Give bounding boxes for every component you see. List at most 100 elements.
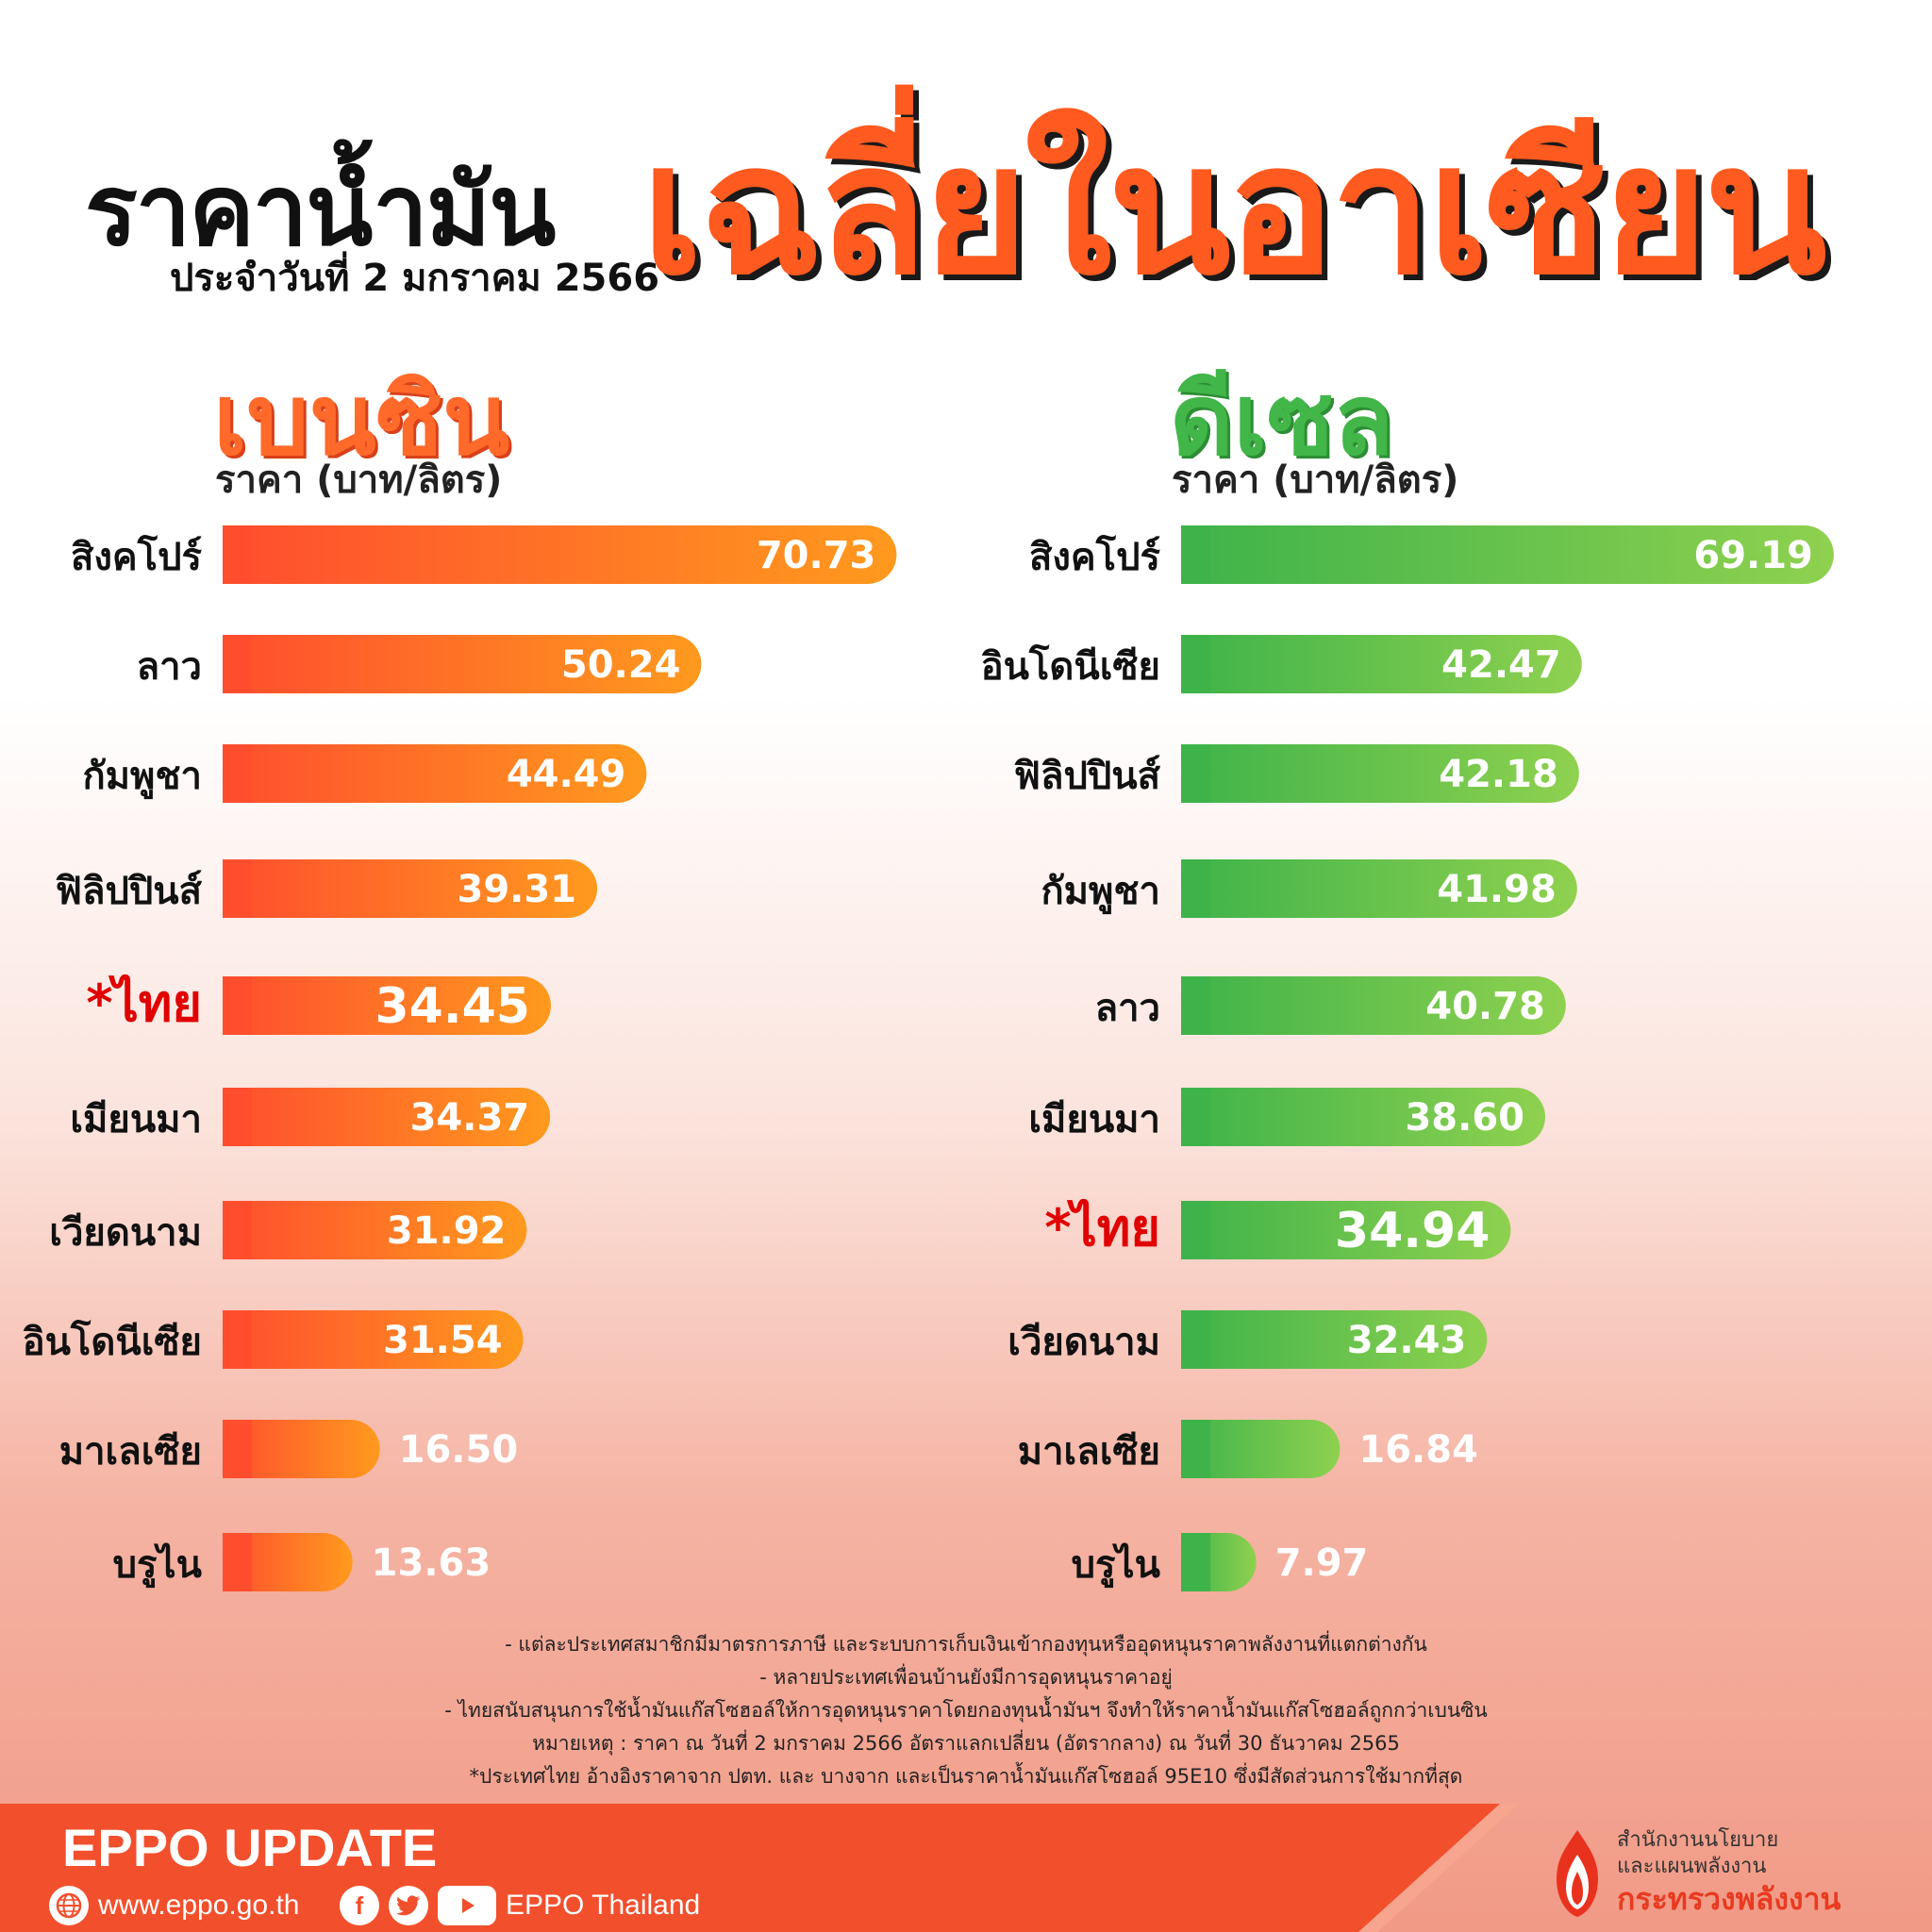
category-label: เวียดนาม [1008, 1321, 1160, 1364]
bar [1181, 1088, 1545, 1146]
bar [1181, 1201, 1511, 1259]
category-label: ฟิลิปปินส์ [1014, 755, 1161, 798]
bar [1181, 1420, 1341, 1478]
diesel-chart-title: ดีเซล [1170, 362, 1394, 477]
org-line3: กระทรวงพลังงาน [1617, 1881, 1841, 1917]
bar-left-edge [223, 635, 252, 693]
category-label: มาเลเซีย [59, 1430, 202, 1474]
diesel-chart: สิงคโปร์ 69.19 อินโดนีเซีย 42.47 ฟิลิปปินส์ 4… [981, 525, 1834, 1591]
petrol-chart: สิงคโปร์ 70.73 ลาว 50.24 กัมพูชา 44.49 ฟิลิปปิ… [23, 525, 897, 1591]
bar [223, 1310, 524, 1369]
category-label: อินโดนีเซีย [23, 1320, 202, 1364]
value-label: 41.98 [1437, 868, 1557, 911]
bar [223, 1533, 353, 1591]
bar-left-edge [1181, 976, 1210, 1035]
value-label: 13.63 [372, 1541, 491, 1585]
bar-left-edge [1181, 1533, 1210, 1591]
value-label: 7.97 [1275, 1541, 1369, 1585]
bar-left-edge [1181, 635, 1210, 693]
bar-left-edge [223, 1201, 252, 1259]
note-line: - ไทยสนับสนุนการใช้น้ำมันแก๊สโซฮอล์ให้กา… [444, 1699, 1488, 1722]
bar-left-edge [223, 744, 252, 803]
value-label: 38.60 [1405, 1096, 1524, 1140]
bar-left-edge [223, 1533, 252, 1591]
org-logo-block: สำนักงานนโยบาย และแผนพลังงาน กระทรวงพลัง… [1547, 1823, 1924, 1926]
category-label: เวียดนาม [49, 1211, 202, 1255]
value-label: 44.49 [507, 753, 626, 796]
value-label: 70.73 [757, 534, 876, 577]
category-label: เมียนมา [1028, 1098, 1160, 1141]
category-label: ฟิลิปปินส์ [56, 870, 203, 913]
category-label: *ไทย [1044, 1198, 1160, 1257]
bar [223, 525, 897, 584]
value-label: 42.18 [1439, 753, 1558, 796]
value-label: 69.19 [1693, 534, 1813, 577]
petrol-chart-title: เบนซิน [213, 362, 510, 477]
bar [223, 635, 702, 693]
category-label: เมียนมา [70, 1098, 202, 1141]
category-label: ลาว [137, 645, 202, 689]
category-label: บรูไน [1072, 1542, 1160, 1588]
title-main: ราคาน้ำมัน [85, 153, 556, 268]
value-label: 16.50 [399, 1428, 519, 1472]
note-line: - หลายประเทศเพื่อนบ้านยังมีการอุดหนุนราค… [759, 1666, 1173, 1689]
bar [223, 744, 647, 803]
note-line: *ประเทศไทย อ้างอิงราคาจาก ปตท. และ บางจา… [469, 1765, 1463, 1788]
category-label: มาเลเซีย [1018, 1430, 1160, 1474]
footer-label: EPPO UPDATE [62, 1818, 438, 1877]
petrol-unit-label: ราคา (บาท/ลิตร) [215, 458, 503, 502]
notes-block: - แต่ละประเทศสมาชิกมีมาตรการภาษี และระบบ… [0, 1628, 1932, 1793]
bar-left-edge [1181, 1088, 1210, 1146]
value-label: 42.47 [1441, 643, 1561, 687]
youtube-icon[interactable] [438, 1886, 496, 1925]
value-label: 39.31 [457, 868, 576, 911]
category-label: สิงคโปร์ [71, 535, 203, 579]
bar-left-edge [223, 1310, 252, 1369]
category-label: ลาว [1095, 987, 1160, 1030]
value-label: 34.45 [375, 978, 529, 1035]
value-label: 34.94 [1335, 1203, 1490, 1259]
note-line: หมายเหตุ : ราคา ณ วันที่ 2 มกราคม 2566 อ… [532, 1732, 1400, 1755]
value-label: 40.78 [1425, 985, 1545, 1028]
bar-left-edge [1181, 525, 1210, 584]
flame-logo-icon [1557, 1830, 1598, 1917]
bar [223, 859, 598, 918]
bar [1181, 859, 1577, 918]
bar-left-edge [223, 976, 252, 1035]
website-link[interactable]: www.eppo.go.th [49, 1885, 299, 1926]
category-label: *ไทย [86, 974, 202, 1033]
bar [1181, 744, 1579, 803]
category-label: สิงคโปร์ [1029, 535, 1161, 579]
social-name: EPPO Thailand [506, 1890, 701, 1921]
twitter-icon[interactable] [389, 1886, 428, 1925]
bar [223, 1088, 551, 1146]
bar [1181, 635, 1582, 693]
website-text: www.eppo.go.th [98, 1890, 300, 1921]
bar-left-edge [223, 859, 252, 918]
diesel-unit-label: ราคา (บาท/ลิตร) [1172, 458, 1459, 502]
category-label: บรูไน [113, 1542, 202, 1588]
bar [223, 976, 551, 1035]
value-label: 34.37 [410, 1096, 530, 1140]
social-links: f EPPO Thailand [340, 1885, 700, 1926]
bar-left-edge [1181, 744, 1210, 803]
bar [1181, 1310, 1488, 1369]
value-label: 16.84 [1358, 1428, 1478, 1472]
org-line1: สำนักงานนโยบาย [1617, 1828, 1779, 1852]
bar-left-edge [223, 1420, 252, 1478]
title-date: ประจำวันที่ 2 มกราคม 2566 [170, 257, 660, 300]
category-label: กัมพูชา [82, 755, 202, 799]
facebook-icon[interactable]: f [340, 1886, 379, 1925]
bar-left-edge [1181, 1420, 1210, 1478]
value-label: 31.54 [383, 1319, 503, 1362]
bar-left-edge [1181, 1310, 1210, 1369]
bar [1181, 525, 1834, 584]
title-accent: เฉลี่ยในอาเซียน [641, 106, 1827, 314]
bar [1181, 1533, 1257, 1591]
value-label: 50.24 [561, 643, 681, 687]
footer: EPPO UPDATE www.eppo.go.th f EPPO Thaila… [0, 1804, 1932, 1932]
bar-left-edge [1181, 859, 1210, 918]
org-line2: และแผนพลังงาน [1617, 1855, 1767, 1878]
value-label: 31.92 [387, 1209, 507, 1253]
bar [223, 1420, 380, 1478]
